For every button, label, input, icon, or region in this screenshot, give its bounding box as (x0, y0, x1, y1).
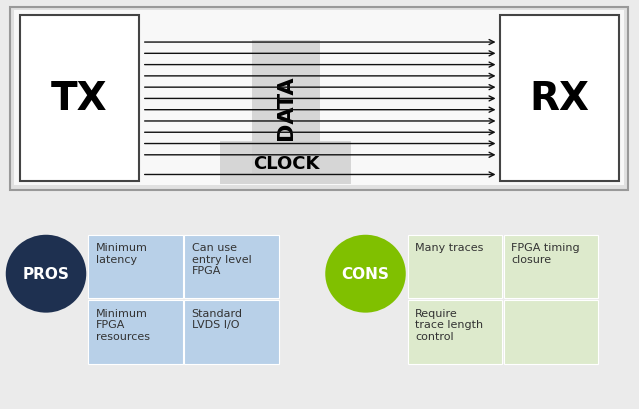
Text: Require
trace length
control: Require trace length control (415, 308, 484, 341)
Text: DATA: DATA (276, 75, 296, 139)
Text: Standard
LVDS I/O: Standard LVDS I/O (192, 308, 243, 330)
Bar (504, 235, 598, 299)
Text: FPGA timing
closure: FPGA timing closure (511, 243, 580, 264)
Bar (408, 235, 502, 299)
Ellipse shape (6, 235, 86, 313)
Text: CONS: CONS (342, 267, 389, 281)
Text: CLOCK: CLOCK (253, 155, 319, 172)
Text: PROS: PROS (22, 267, 70, 281)
Text: Minimum
FPGA
resources: Minimum FPGA resources (96, 308, 150, 341)
Text: Many traces: Many traces (415, 243, 484, 252)
Bar (20, 16, 139, 182)
Text: Minimum
latency: Minimum latency (96, 243, 148, 264)
Text: RX: RX (530, 80, 589, 118)
Bar (220, 142, 351, 185)
Text: TX: TX (51, 80, 108, 118)
Bar (252, 41, 320, 174)
Bar (14, 11, 624, 185)
Bar (408, 301, 502, 364)
Bar (88, 235, 183, 299)
Bar (504, 301, 598, 364)
Bar (184, 301, 279, 364)
Text: Can use
entry level
FPGA: Can use entry level FPGA (192, 243, 252, 276)
Bar (500, 16, 619, 182)
Bar (10, 8, 628, 190)
Bar (88, 301, 183, 364)
Bar (184, 235, 279, 299)
Ellipse shape (325, 235, 406, 313)
